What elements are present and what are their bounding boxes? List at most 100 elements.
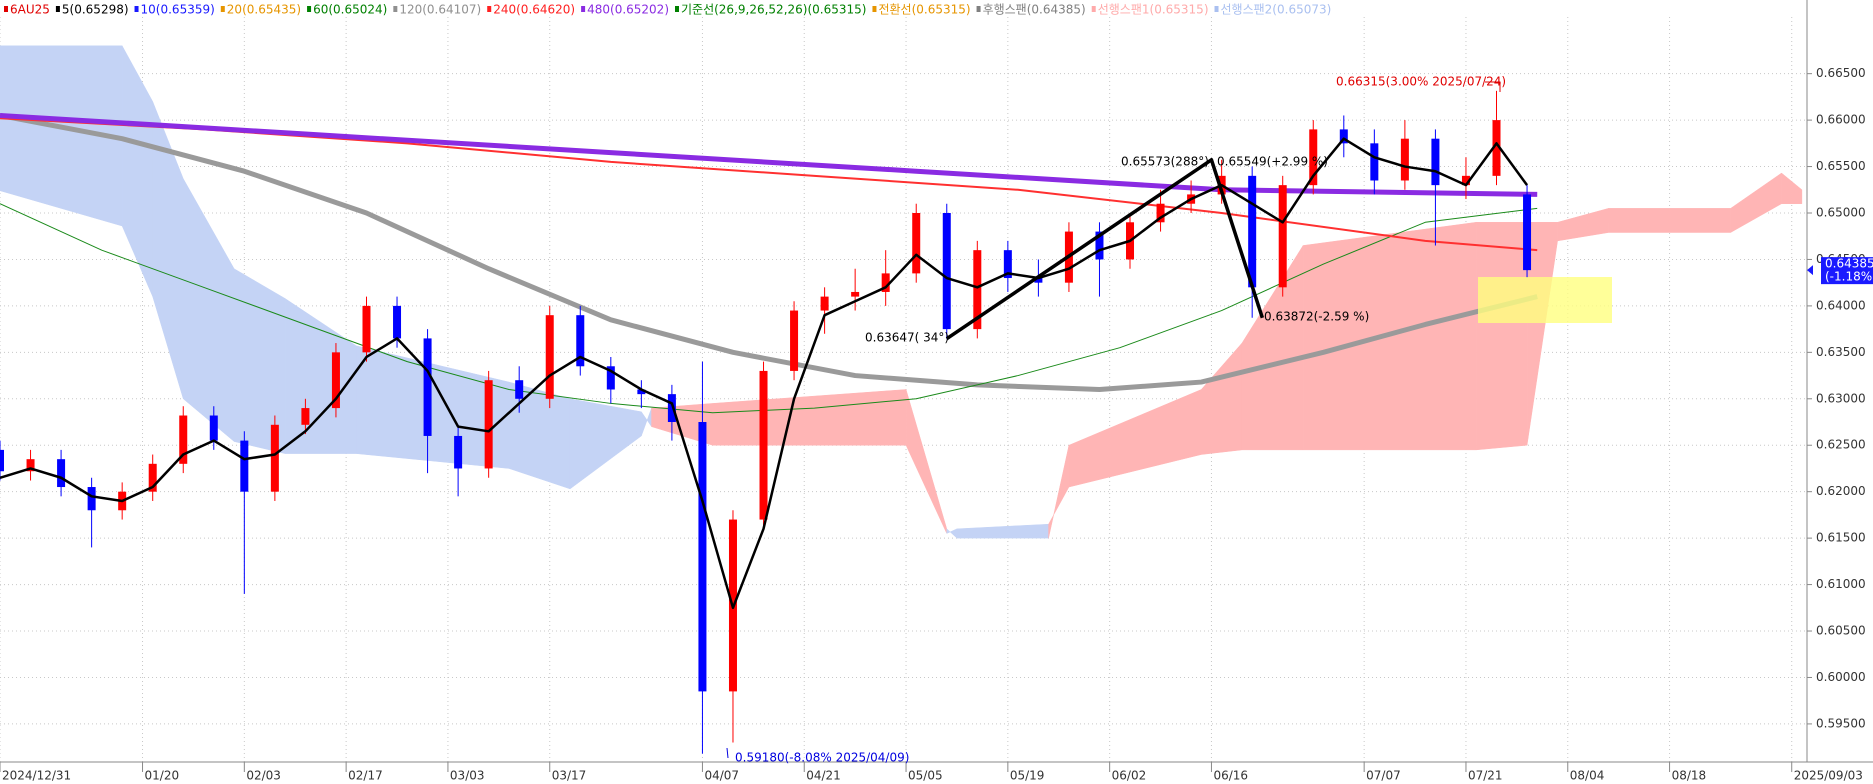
y-tick-label: 0.66500 — [1816, 66, 1866, 80]
candle-body — [1523, 194, 1532, 271]
candle-body — [545, 315, 554, 399]
legend-swatch — [393, 6, 398, 12]
plot-area — [0, 17, 1807, 762]
candle-body — [1431, 138, 1440, 186]
legend-label: 후행스팬(0.64385) — [983, 2, 1086, 17]
x-tick-label: 2025/09/03 — [1794, 769, 1863, 783]
legend-label: 선행스팬2(0.65073) — [1221, 2, 1332, 17]
ma-line — [0, 137, 1529, 610]
candle-body — [393, 305, 402, 339]
candle-body — [1461, 175, 1470, 186]
legend-swatch — [1091, 6, 1096, 12]
legend-swatch — [55, 6, 60, 12]
legend-swatch — [487, 6, 492, 12]
legend-swatch — [4, 6, 8, 12]
legend-swatch — [675, 6, 679, 12]
candle-body — [362, 305, 371, 353]
annotation: 0.63872(-2.59 %) — [1264, 310, 1369, 324]
candle-body — [1003, 250, 1012, 279]
legend-label: 5(0.65298) — [62, 3, 129, 17]
candle-body — [57, 459, 66, 488]
x-tick-label: 04/21 — [806, 769, 841, 783]
candle-body — [1309, 129, 1318, 186]
y-tick-label: 0.65500 — [1816, 159, 1866, 173]
legend-label: 240(0.64620) — [493, 3, 575, 17]
candle-body — [270, 424, 279, 492]
candle-body — [1248, 175, 1257, 288]
x-tick-label: 03/03 — [450, 769, 485, 783]
price-change: (-1.18%) — [1825, 270, 1873, 284]
candle-body — [759, 370, 768, 520]
x-tick-label: 04/07 — [704, 769, 739, 783]
legend-label: 6AU25 — [10, 3, 50, 17]
candle-body — [1278, 185, 1287, 288]
y-tick-label: 0.61000 — [1816, 577, 1866, 591]
candle-body — [698, 422, 707, 692]
legend-label: 20(0.65435) — [227, 3, 301, 17]
legend-swatch — [581, 6, 586, 12]
annotation: 0.63647( 34°) — [865, 331, 949, 345]
y-tick-label: 0.62500 — [1816, 438, 1866, 452]
candle-body — [973, 250, 982, 330]
candle-body — [454, 435, 463, 469]
x-tick-label: 08/18 — [1672, 769, 1707, 783]
y-tick-label: 0.64000 — [1816, 298, 1866, 312]
candle-body — [667, 394, 676, 423]
candle-body — [0, 449, 4, 472]
candle-body — [1339, 129, 1348, 144]
candle-body — [1492, 120, 1501, 176]
legend-label: 선행스팬1(0.65315) — [1098, 2, 1209, 17]
legend-swatch — [976, 6, 981, 12]
y-tick-label: 0.62000 — [1816, 484, 1866, 498]
cloud-segment — [1475, 222, 1528, 451]
legend-label: 60(0.65024) — [313, 3, 387, 17]
x-tick-label: 02/17 — [348, 769, 383, 783]
candle-body — [87, 487, 96, 511]
x-tick-label: 08/04 — [1570, 769, 1605, 783]
price-tag — [1821, 257, 1873, 285]
x-tick-label: 06/02 — [1112, 769, 1147, 783]
y-tick-label: 0.61500 — [1816, 531, 1866, 545]
x-tick-label: 07/07 — [1366, 769, 1401, 783]
ma-line — [0, 112, 1538, 197]
annotation-arrow — [1485, 81, 1501, 92]
x-tick-label: 05/05 — [908, 769, 943, 783]
trend-line — [945, 158, 1265, 341]
candle-body — [179, 415, 188, 464]
x-tick-label: 01/20 — [145, 769, 180, 783]
candle-body — [240, 440, 249, 492]
candle-body — [331, 352, 340, 409]
cloud-segment — [1781, 172, 1803, 204]
y-tick-label: 0.60500 — [1816, 624, 1866, 638]
legend-swatch — [220, 6, 225, 12]
candle-body — [26, 459, 35, 472]
candle-body — [576, 315, 585, 367]
y-tick-label: 0.66000 — [1816, 113, 1866, 127]
annotation: 0.65549(+2.99 %) — [1217, 155, 1328, 169]
candle-body — [423, 338, 432, 436]
candle-body — [301, 408, 310, 425]
x-tick-label: 2024/12/31 — [2, 769, 71, 783]
candle-body — [851, 291, 860, 297]
legend-label: 120(0.64107) — [399, 3, 481, 17]
highlight-box — [1478, 277, 1612, 323]
candle-body — [790, 310, 799, 371]
candle-body — [1156, 203, 1165, 223]
candle-body — [515, 380, 524, 399]
x-tick-label: 02/03 — [246, 769, 281, 783]
annotation: 0.59180(-8.08% 2025/04/09) — [735, 751, 909, 765]
legend-label: 전환선(0.65315) — [878, 3, 970, 17]
candle-body — [881, 273, 890, 292]
y-tick-label: 0.63000 — [1816, 391, 1866, 405]
candle-body — [484, 380, 493, 469]
candle-body — [1400, 138, 1409, 181]
candle-body — [1370, 143, 1379, 181]
price-value: 0.64385 — [1825, 257, 1873, 271]
legend-label: 10(0.65359) — [141, 3, 215, 17]
price-pointer — [1807, 265, 1813, 276]
y-tick-label: 0.63500 — [1816, 345, 1866, 359]
x-tick-label: 05/19 — [1010, 769, 1045, 783]
candle-body — [606, 366, 615, 390]
candle-body — [637, 389, 646, 395]
